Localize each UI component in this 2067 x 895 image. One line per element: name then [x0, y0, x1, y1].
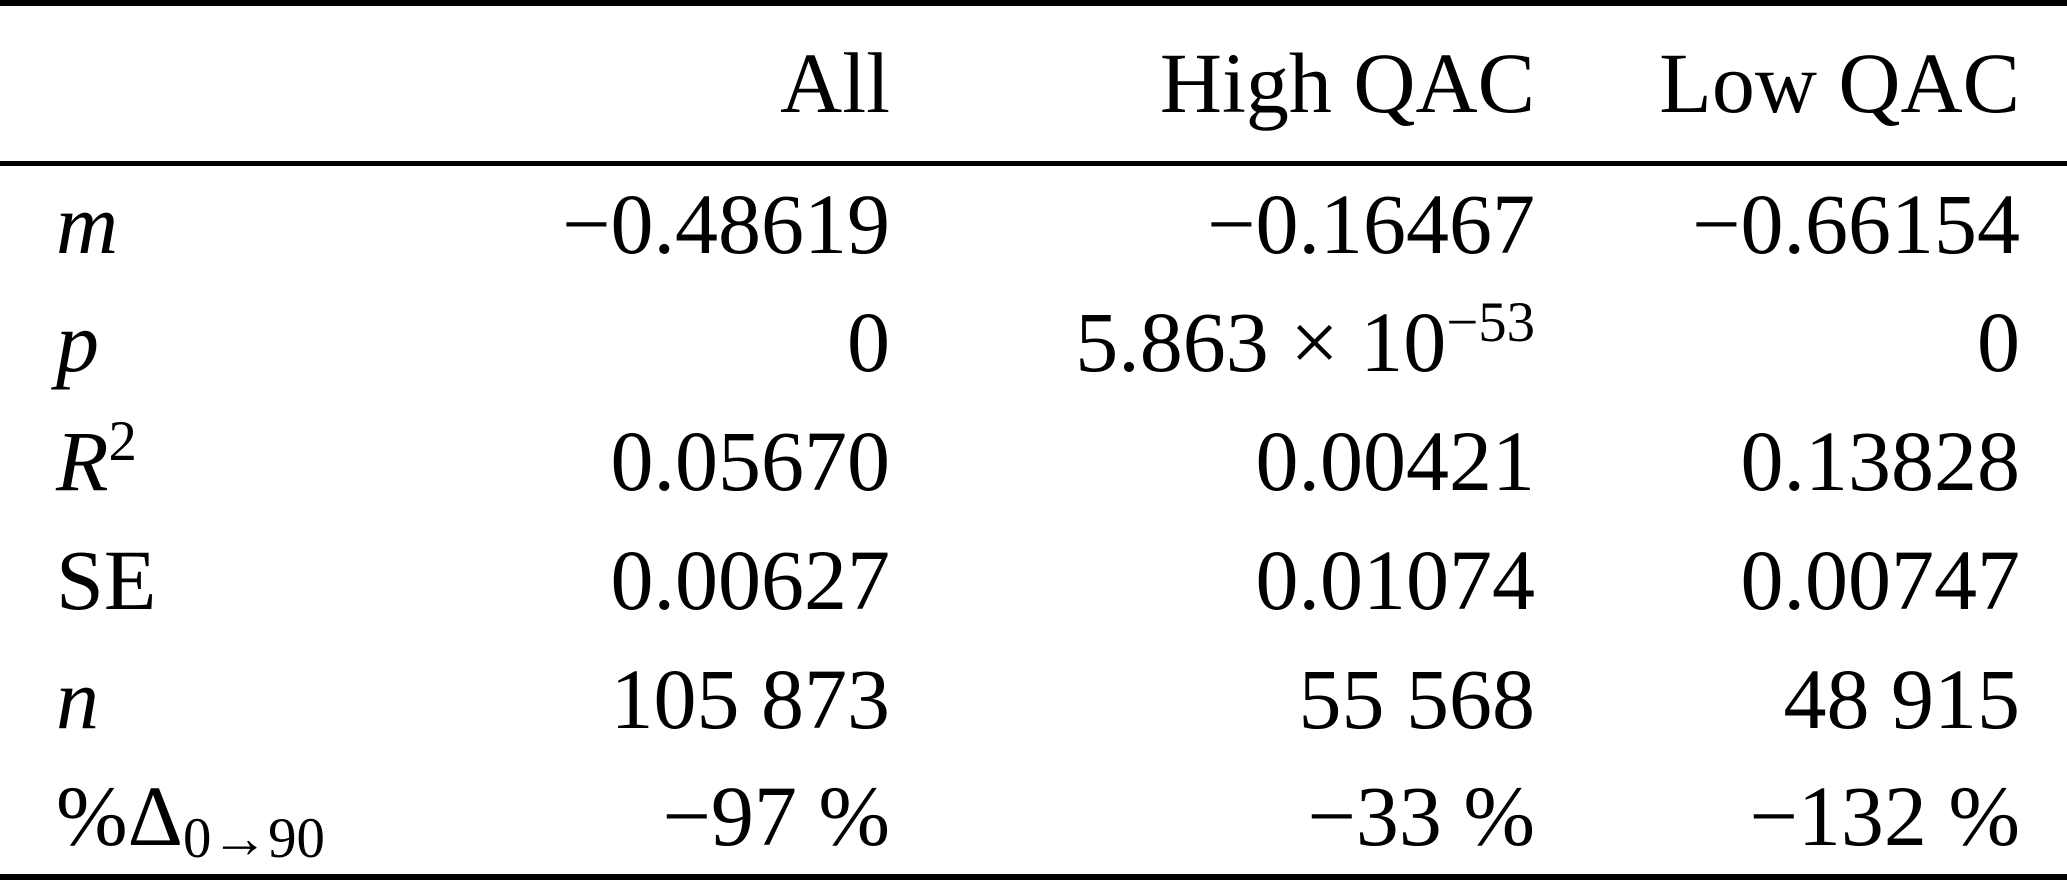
- row-label-se-text: SE: [56, 531, 157, 628]
- cell-se-low-qac: 0.00747: [1740, 531, 2021, 628]
- table-row-r-squared: R2 0.05670 0.00421 0.13828: [0, 401, 2067, 520]
- cell-m-high-qac: −0.16467: [1206, 175, 1535, 272]
- table-row-p: p 0 5.863 × 10−53 0: [0, 282, 2067, 401]
- table-header: All High QAC Low QAC: [0, 3, 2067, 163]
- table-row-se: SE 0.00627 0.01074 0.00747: [0, 520, 2067, 639]
- table-row-pct-delta: %Δ0→90 −97 % −33 % −132 %: [0, 758, 2067, 877]
- cell-pct-delta-low-qac: −132 %: [1749, 768, 2020, 864]
- row-label-pct-delta-text: %Δ: [56, 768, 183, 864]
- row-label-se: SE: [0, 520, 400, 639]
- cell-n-all: 105 873: [610, 650, 891, 747]
- row-label-m-text: m: [56, 175, 119, 272]
- row-label-pct-delta: %Δ0→90: [0, 758, 400, 877]
- table-row-m: m −0.48619 −0.16467 −0.66154: [0, 163, 2067, 282]
- row-label-n: n: [0, 639, 400, 758]
- cell-r2-low-qac: 0.13828: [1740, 412, 2021, 509]
- cell-m-low-qac: −0.66154: [1691, 175, 2020, 272]
- cell-n-low-qac: 48 915: [1783, 650, 2021, 747]
- cell-p-high-qac-exponent: −53: [1446, 291, 1535, 354]
- cell-r2-high-qac: 0.00421: [1255, 412, 1536, 509]
- cell-se-all: 0.00627: [610, 531, 891, 628]
- column-header-high-qac: High QAC: [1159, 35, 1535, 132]
- cell-n-high-qac: 55 568: [1298, 650, 1536, 747]
- row-label-p-text: p: [56, 293, 99, 390]
- header-row: All High QAC Low QAC: [0, 3, 2067, 163]
- row-label-r-exponent: 2: [108, 410, 137, 473]
- row-label-m: m: [0, 163, 400, 282]
- row-label-r-text: R: [56, 412, 109, 509]
- table-row-n: n 105 873 55 568 48 915: [0, 639, 2067, 758]
- header-corner-cell: [0, 3, 400, 163]
- cell-pct-delta-all: −97 %: [662, 768, 890, 864]
- column-header-low-qac: Low QAC: [1659, 35, 2020, 132]
- cell-p-low-qac: 0: [1977, 293, 2020, 390]
- table-body: m −0.48619 −0.16467 −0.66154 p 0 5.863 ×…: [0, 163, 2067, 877]
- cell-r2-all: 0.05670: [610, 412, 891, 509]
- row-label-n-text: n: [56, 650, 99, 747]
- cell-p-high-qac-base: 5.863 × 10: [1075, 293, 1447, 390]
- cell-se-high-qac: 0.01074: [1255, 531, 1536, 628]
- cell-m-all: −0.48619: [561, 175, 890, 272]
- cell-p-all: 0: [847, 293, 890, 390]
- row-label-p: p: [0, 282, 400, 401]
- column-header-all: All: [780, 35, 890, 132]
- cell-pct-delta-high-qac: −33 %: [1307, 768, 1535, 864]
- row-label-r-squared: R2: [0, 401, 400, 520]
- row-label-pct-delta-subscript: 0→90: [182, 807, 325, 871]
- cell-p-high-qac: 5.863 × 10−53: [890, 282, 1535, 401]
